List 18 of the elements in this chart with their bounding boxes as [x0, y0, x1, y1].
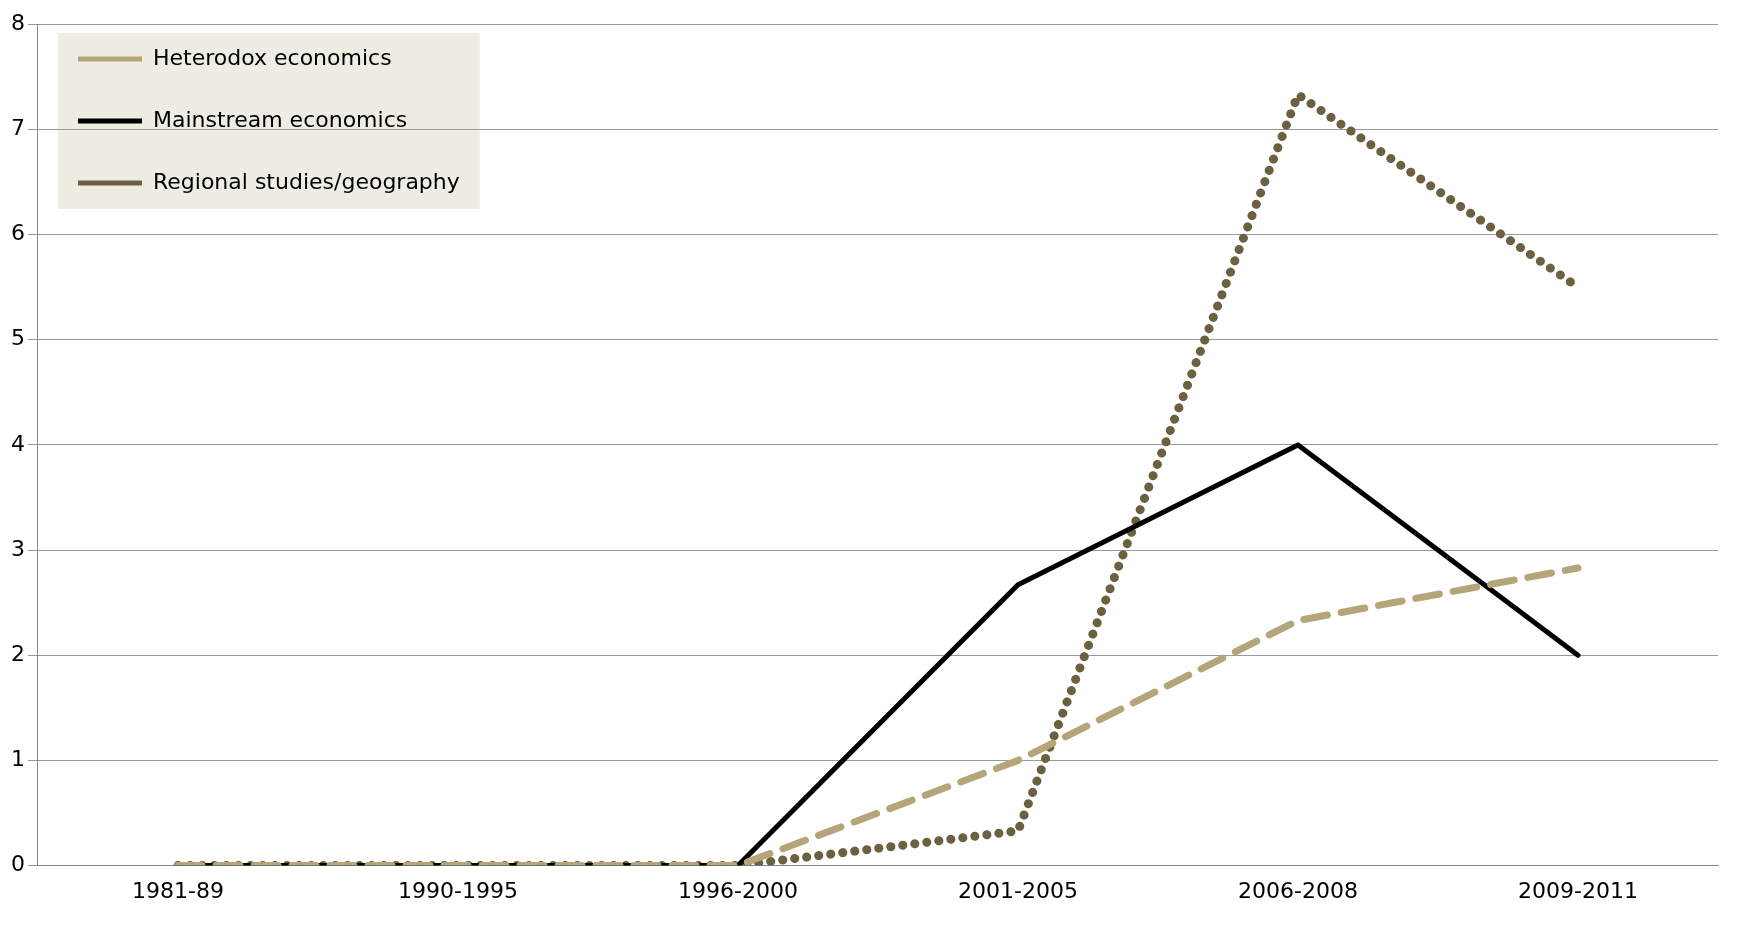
x-tick-label: 1996-2000 — [678, 877, 798, 903]
y-tick-label: 4 — [11, 430, 25, 456]
y-tick-label: 8 — [11, 9, 25, 35]
x-tick-label: 1981-89 — [132, 877, 224, 903]
legend-label: Heterodox economics — [153, 44, 392, 70]
y-tick-label: 1 — [11, 746, 25, 772]
x-tick-label: 1990-1995 — [398, 877, 518, 903]
legend-label: Mainstream economics — [153, 106, 408, 132]
x-tick-label: 2009-2011 — [1518, 877, 1638, 903]
y-tick-label: 3 — [11, 535, 25, 561]
y-tick-label: 5 — [11, 325, 25, 351]
y-tick-label: 2 — [11, 640, 25, 666]
y-tick-label: 6 — [11, 220, 25, 246]
x-tick-label: 2006-2008 — [1238, 877, 1358, 903]
legend-label: Regional studies/geography — [153, 168, 460, 194]
y-tick-label: 0 — [11, 851, 25, 877]
x-tick-label: 2001-2005 — [958, 877, 1078, 903]
y-tick-label: 7 — [11, 115, 25, 141]
